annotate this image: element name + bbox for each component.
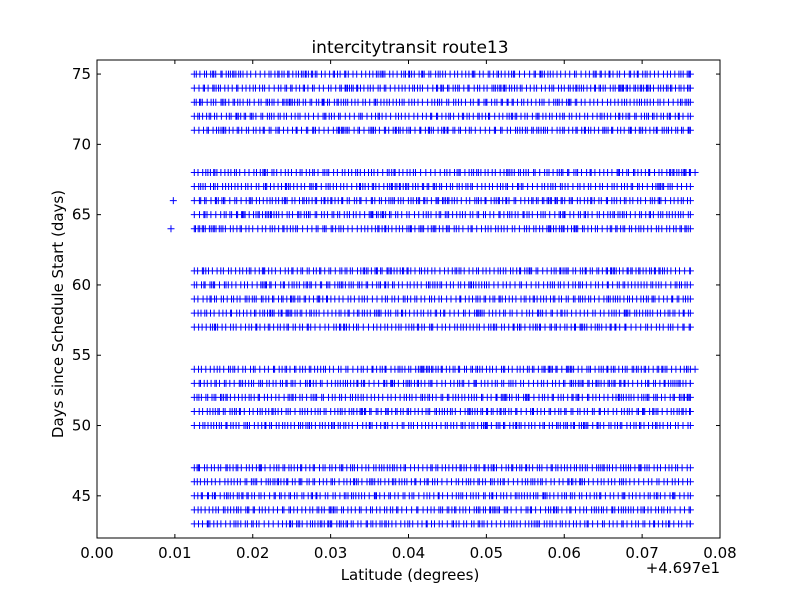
y-axis-label: Days since Schedule Start (days) — [49, 190, 67, 438]
marker-row-day-45 — [190, 492, 694, 500]
marker-layer — [167, 70, 699, 528]
y-tick-label: 75 — [72, 65, 91, 83]
marker-row-day-68 — [190, 169, 694, 176]
marker-row-day-61 — [190, 267, 694, 275]
axes-layer: 0.00 0.01 0.02 0.03 0.04 0.05 0.06 0.07 0.08 45 50… — [72, 59, 737, 562]
marker-row-day-66 — [190, 197, 694, 205]
marker-path — [190, 309, 694, 317]
x-tick-label: 0.05 — [470, 544, 503, 562]
marker-row-day-60 — [190, 281, 694, 289]
y-tick-label: 70 — [72, 135, 91, 153]
x-tick-label: 0.02 — [236, 544, 269, 562]
marker-path — [190, 211, 694, 219]
marker-path — [190, 365, 694, 373]
marker-path — [190, 408, 694, 415]
y-tick-label: 65 — [72, 206, 91, 224]
marker-row-day-72 — [190, 112, 694, 120]
marker-row-day-67 — [190, 183, 694, 190]
marker-path — [190, 323, 694, 331]
marker-row-day-58 — [190, 309, 694, 317]
marker-path — [190, 393, 694, 401]
x-tick-label: 0.07 — [625, 544, 658, 562]
chart-title: intercitytransit route13 — [311, 38, 508, 58]
marker-row-day-73 — [190, 98, 694, 106]
marker-row-day-54 — [190, 365, 694, 373]
x-tick-label: 0.08 — [703, 544, 736, 562]
marker-path — [190, 98, 694, 106]
marker-path — [190, 379, 694, 387]
marker-row-day-46 — [190, 478, 694, 486]
marker-path — [190, 183, 694, 190]
marker-path — [190, 84, 694, 92]
marker-row-day-50 — [190, 422, 694, 429]
marker-path — [190, 520, 694, 528]
x-tick-label: 0.04 — [392, 544, 425, 562]
marker-path — [190, 267, 694, 275]
marker-row-day-71 — [190, 126, 694, 134]
outlier-marker — [691, 365, 699, 373]
marker-row-day-52 — [190, 393, 694, 401]
marker-path — [190, 492, 694, 500]
marker-row-day-57 — [190, 323, 694, 331]
x-offset-label: +4.697e1 — [646, 559, 720, 577]
marker-path — [190, 295, 694, 303]
marker-path — [190, 169, 694, 176]
marker-row-day-51 — [190, 408, 694, 415]
marker-row-day-47 — [190, 464, 694, 472]
y-tick-label: 50 — [72, 417, 91, 435]
marker-path — [190, 506, 694, 514]
marker-path — [190, 478, 694, 486]
marker-path — [190, 225, 694, 233]
marker-path — [190, 70, 694, 78]
outlier-marker — [169, 197, 177, 205]
marker-row-day-59 — [190, 295, 694, 303]
outlier-marker — [167, 225, 175, 233]
marker-path — [190, 464, 694, 472]
marker-path — [190, 197, 694, 205]
y-tick-label: 60 — [72, 276, 91, 294]
x-tick-label: 0.00 — [80, 544, 113, 562]
marker-row-day-44 — [190, 506, 694, 514]
outlier-marker — [691, 168, 699, 176]
marker-path — [190, 422, 694, 429]
marker-row-day-65 — [190, 211, 694, 219]
marker-path — [190, 112, 694, 120]
marker-path — [190, 126, 694, 134]
marker-row-day-74 — [190, 84, 694, 92]
x-tick-label: 0.03 — [314, 544, 347, 562]
y-tick-label: 45 — [72, 487, 91, 505]
marker-row-day-64 — [190, 225, 694, 233]
marker-row-day-75 — [190, 70, 694, 78]
marker-row-day-53 — [190, 379, 694, 387]
y-tick-label: 55 — [72, 346, 91, 364]
marker-row-day-43 — [190, 520, 694, 528]
x-tick-label: 0.01 — [158, 544, 191, 562]
marker-path — [190, 281, 694, 289]
x-tick-label: 0.06 — [548, 544, 581, 562]
x-axis-label: Latitude (degrees) — [341, 566, 480, 584]
